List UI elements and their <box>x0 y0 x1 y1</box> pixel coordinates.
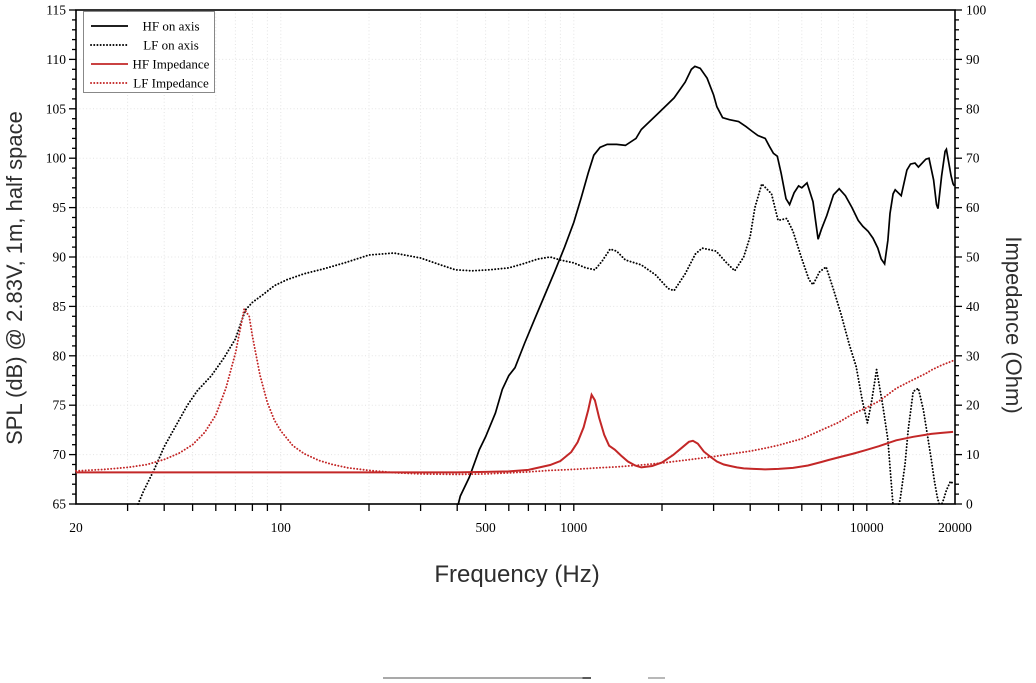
legend-label: HF on axis <box>142 19 199 34</box>
spl-tick-label: 115 <box>46 3 66 18</box>
legend-entry: HF Impedance <box>91 57 210 72</box>
impedance-tick-label: 30 <box>966 348 980 363</box>
impedance-tick-label: 90 <box>966 52 980 67</box>
y-axis-title-right: Impedance (Ohm) <box>1001 236 1026 413</box>
spl-tick-label: 70 <box>53 447 67 462</box>
legend-label: LF Impedance <box>133 76 209 91</box>
axis-ticks <box>69 9 962 511</box>
impedance-tick-label: 20 <box>966 398 980 413</box>
legend-entry: HF on axis <box>91 19 200 34</box>
frequency-tick-label: 20 <box>69 520 83 535</box>
cropped-ui-edge-2 <box>648 677 665 679</box>
hf-on-axis-curve <box>457 65 956 505</box>
lf-on-axis-curve <box>136 182 955 505</box>
spl-tick-label: 90 <box>53 250 67 265</box>
spl-tick-label: 95 <box>53 200 67 215</box>
legend-label: LF on axis <box>143 38 199 53</box>
frequency-tick-label: 100 <box>271 520 292 535</box>
frequency-tick-label: 1000 <box>560 520 587 535</box>
frequency-tick-label: 20000 <box>938 520 972 535</box>
spl-tick-label: 100 <box>46 151 67 166</box>
impedance-tick-label: 70 <box>966 151 980 166</box>
frequency-response-impedance-chart: 65 70 75 80 85 90 95 100 105 110 115 0 10 20 30 40 50 60 7… <box>2 3 1026 589</box>
hf-impedance-curve <box>76 392 954 474</box>
impedance-tick-label: 10 <box>966 447 980 462</box>
legend: HF on axis LF on axis HF Impedance LF Imped… <box>83 11 215 93</box>
impedance-tick-label: 50 <box>966 250 980 265</box>
axis-tick-labels: 65 70 75 80 85 90 95 100 105 110 115 0 10 20 30 40 50 60 7… <box>46 3 987 536</box>
frequency-tick-label: 500 <box>475 520 496 535</box>
spl-tick-label: 65 <box>53 497 67 512</box>
lf-impedance-curve <box>75 306 955 476</box>
impedance-tick-label: 40 <box>966 299 980 314</box>
cropped-ui-edge <box>383 677 591 679</box>
impedance-tick-label: 80 <box>966 101 980 116</box>
impedance-tick-label: 0 <box>966 497 973 512</box>
spl-tick-label: 110 <box>46 52 66 67</box>
legend-entry: LF on axis <box>90 38 199 53</box>
impedance-tick-label: 100 <box>966 3 987 18</box>
impedance-tick-label: 60 <box>966 200 980 215</box>
grid <box>76 10 955 504</box>
y-axis-title-left: SPL (dB) @ 2.83V, 1m, half space <box>2 111 27 445</box>
frequency-tick-label: 10000 <box>850 520 884 535</box>
data-series <box>75 65 956 505</box>
spl-tick-label: 105 <box>46 101 67 116</box>
legend-label: HF Impedance <box>133 57 210 72</box>
spl-tick-label: 75 <box>53 398 67 413</box>
x-axis-title: Frequency (Hz) <box>434 561 599 588</box>
legend-box <box>83 11 215 93</box>
spl-tick-label: 85 <box>53 299 67 314</box>
spl-tick-label: 80 <box>53 348 67 363</box>
legend-entry: LF Impedance <box>90 76 209 91</box>
